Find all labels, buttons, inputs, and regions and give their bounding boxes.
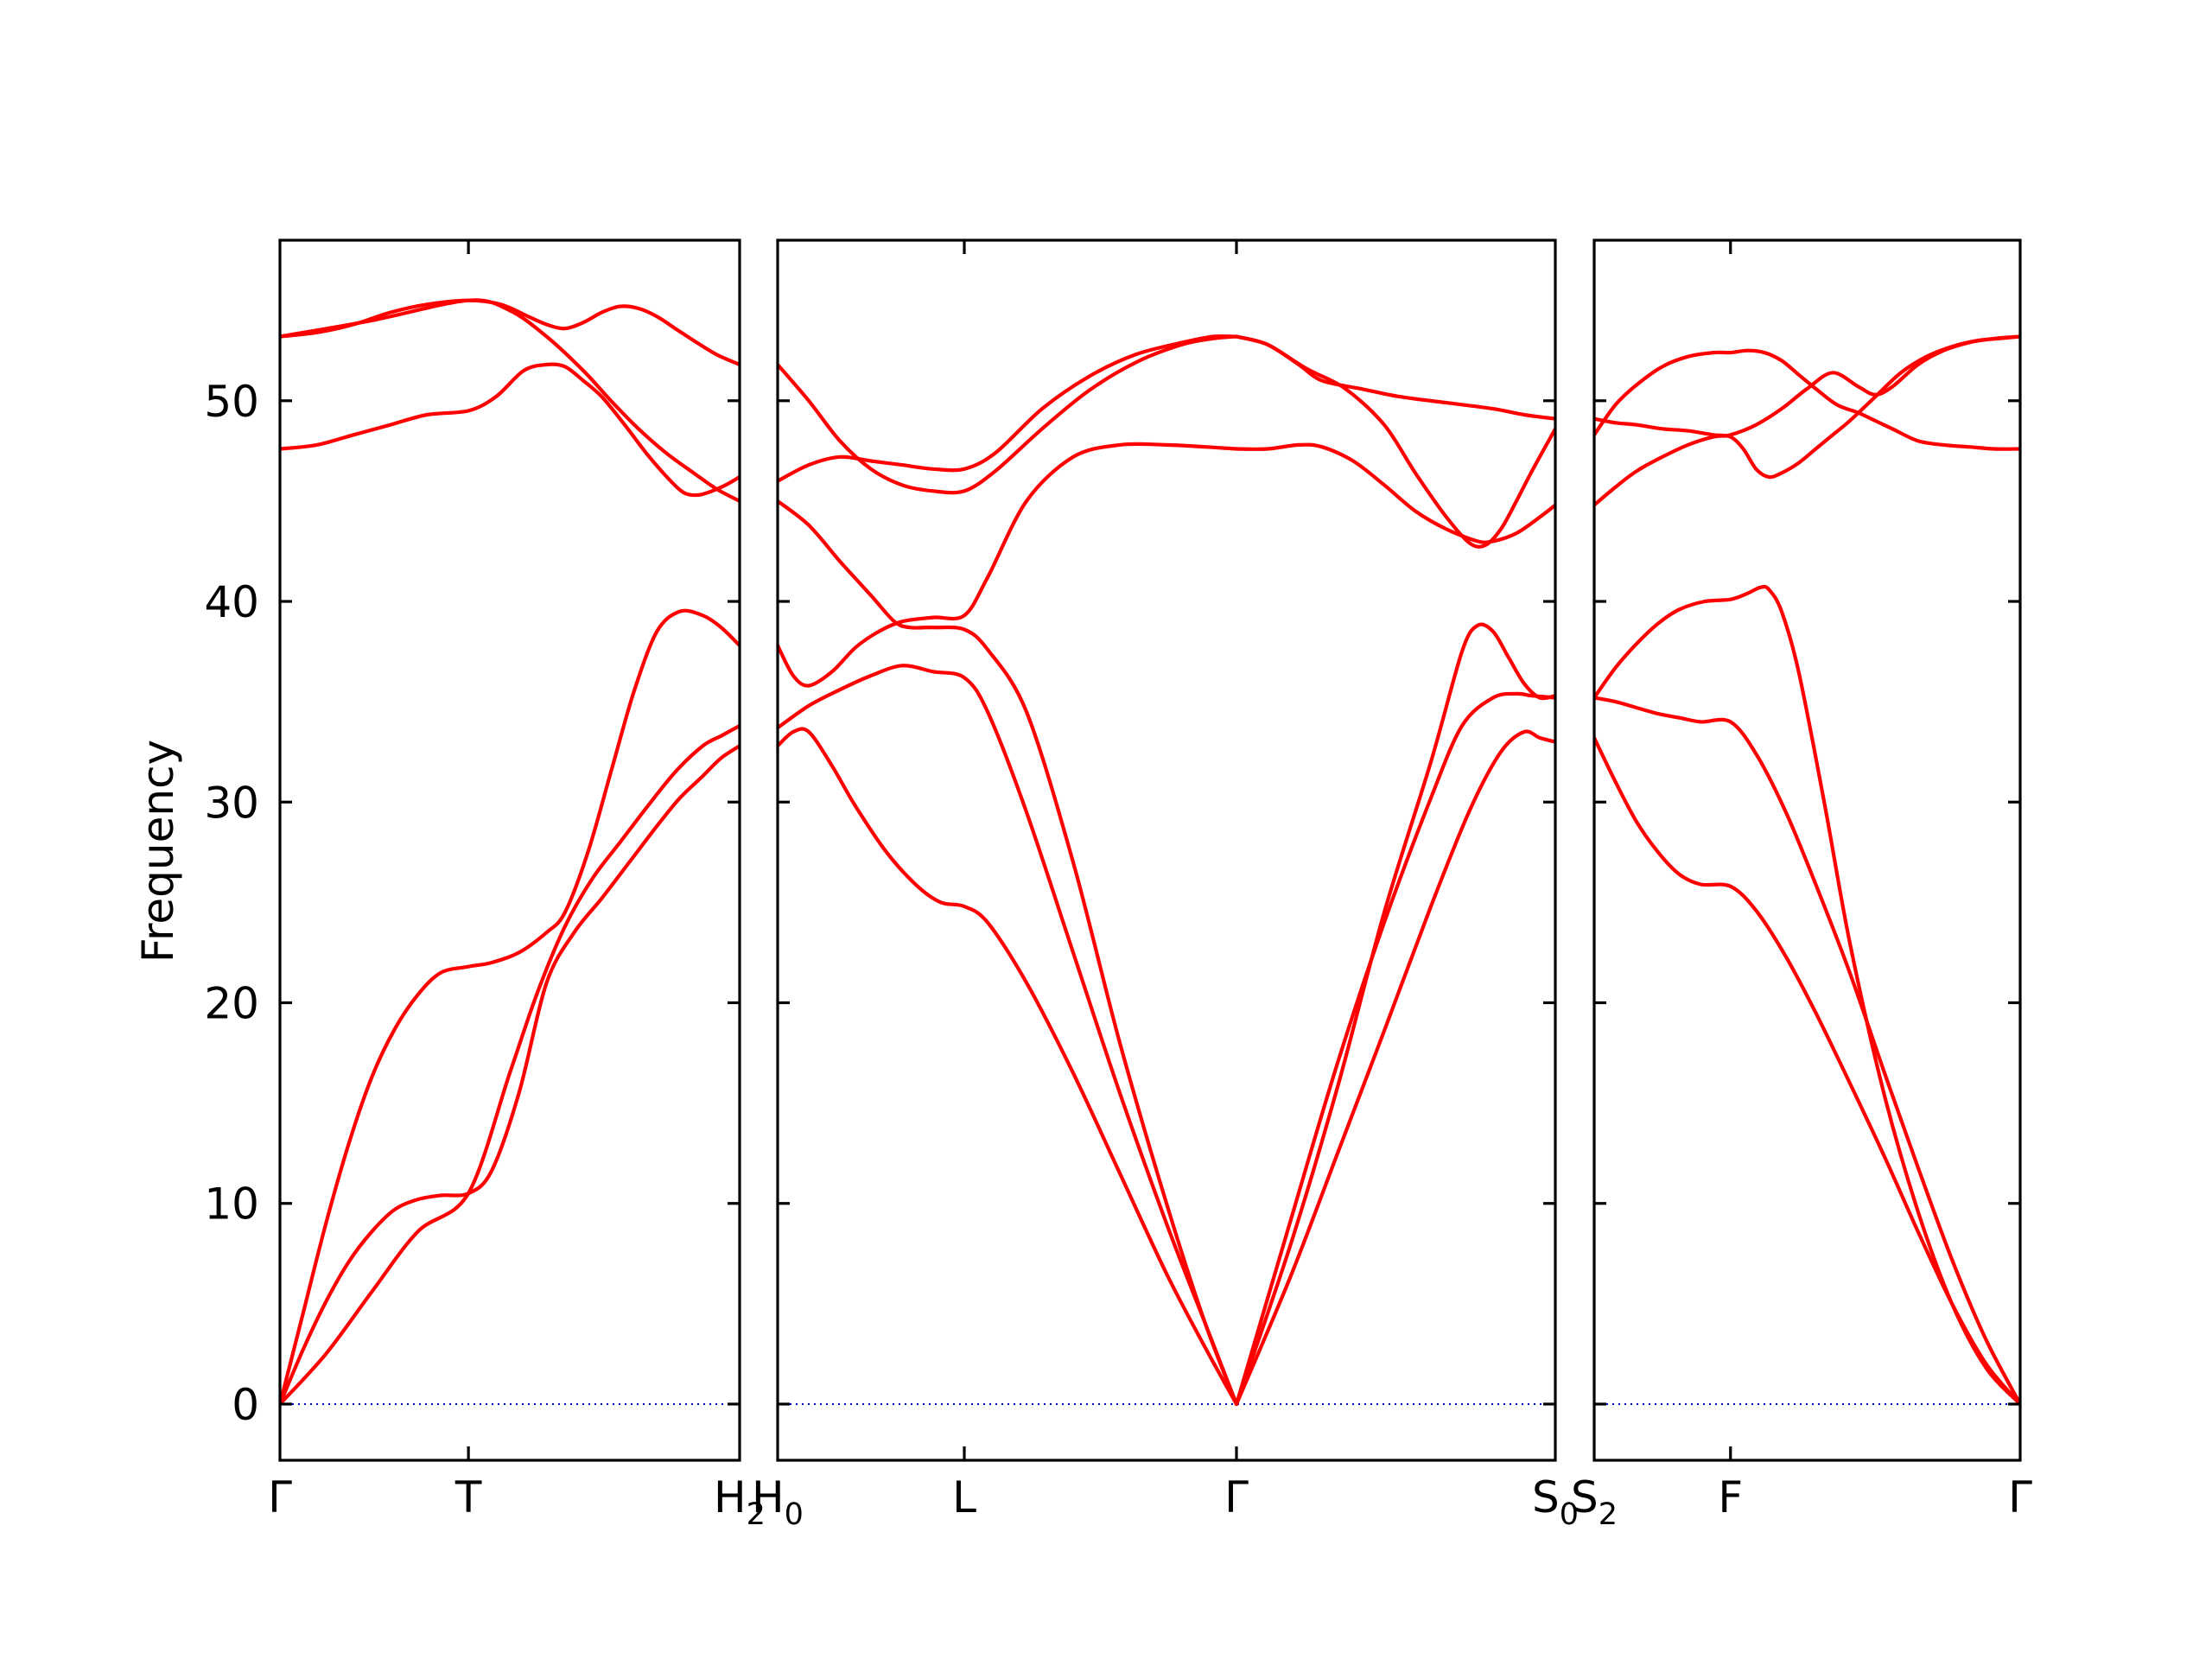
panel-3: S2 F Γ (1571, 238, 2032, 1532)
band-line-3-2 (1594, 696, 2020, 1407)
band-group (778, 334, 1555, 1407)
band-line-1-2 (280, 608, 740, 1407)
band-line-3-1 (1594, 735, 2020, 1407)
x-tick-label: Γ (2008, 1472, 2032, 1522)
x-tick-label: F (1718, 1472, 1743, 1522)
band-line-2-4 (778, 499, 1239, 1407)
y-tick-label: 40 (204, 577, 259, 627)
y-tick-label: 50 (204, 377, 259, 427)
band-line-1-1 (280, 744, 740, 1407)
y-axis-label-group: Frequency (133, 740, 183, 963)
band-line-2-5 (778, 334, 1239, 483)
band-line-2-3 (778, 442, 1239, 688)
x-tick-label: T (454, 1472, 482, 1522)
panel-2: H0 L Γ S0 (752, 238, 1579, 1532)
band-line-2-10 (1234, 622, 1555, 1407)
band-line-2-1 (778, 727, 1239, 1407)
band-line-3-3 (1594, 584, 2020, 1407)
band-line-2-12 (1234, 729, 1555, 1407)
band-line-3-4 (1594, 348, 2020, 451)
x-tick-label: L (952, 1472, 976, 1522)
band-line-3-5 (1594, 334, 2020, 480)
x-tick-label: S0 (1532, 1472, 1579, 1532)
band-line-2-9 (1234, 442, 1555, 544)
x-tick-label: S2 (1571, 1472, 1618, 1532)
y-tick-label: 30 (204, 778, 259, 828)
band-line-2-8 (1234, 334, 1555, 421)
panel-frame (1592, 238, 2022, 1462)
band-group (280, 298, 740, 1407)
band-line-2-11 (1234, 691, 1555, 1407)
y-axis-label: Frequency (133, 740, 183, 963)
y-tick-label: 20 (204, 979, 259, 1029)
band-line-2-7 (1234, 334, 1555, 549)
band-line-3-6 (1594, 334, 2020, 507)
band-line-2-2 (778, 664, 1239, 1407)
panel-frame (776, 238, 1557, 1462)
band-line-1-5 (280, 298, 740, 367)
y-tick-label: 10 (204, 1179, 259, 1230)
panel-frame (278, 238, 741, 1462)
band-group (1594, 334, 2020, 1407)
band-line-1-3 (280, 723, 740, 1407)
panel-1: 0 10 20 30 40 50 Γ T H2 (204, 238, 766, 1532)
x-tick-label: H2 (714, 1472, 766, 1532)
band-line-2-6 (778, 334, 1239, 495)
band-line-1-4 (280, 362, 740, 498)
x-tick-label: Γ (1224, 1472, 1249, 1522)
band-line-1-6 (280, 298, 740, 503)
x-tick-label: Γ (268, 1472, 292, 1522)
y-tick-label: 0 (232, 1380, 259, 1430)
x-tick-label: H0 (752, 1472, 804, 1532)
